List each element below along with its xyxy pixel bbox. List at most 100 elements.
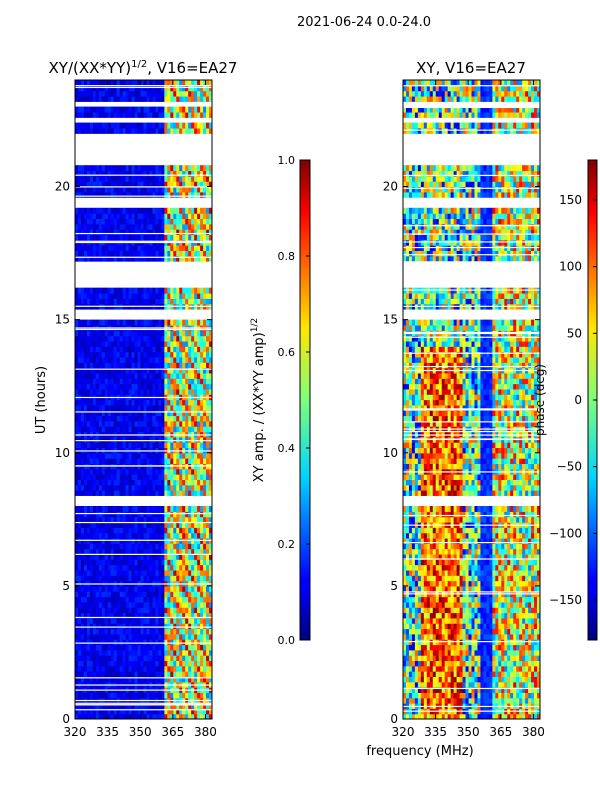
heatmap-cell <box>75 175 79 182</box>
heatmap-cell <box>194 516 198 523</box>
x-tick-label: 365 <box>161 725 184 739</box>
heatmap-cell <box>119 655 124 662</box>
heatmap-cell <box>113 356 118 363</box>
heatmap-cell <box>86 527 91 534</box>
heatmap-cell <box>119 127 124 134</box>
heatmap-cell <box>83 85 88 92</box>
heatmap-cell <box>209 207 212 214</box>
heatmap-cell <box>128 655 133 662</box>
heatmap-cell <box>477 692 482 699</box>
heatmap-cell <box>203 442 207 449</box>
heatmap-cell <box>92 229 97 236</box>
heatmap-cell <box>113 660 118 667</box>
heatmap-cell <box>80 399 85 406</box>
heatmap-cell <box>95 340 100 347</box>
heatmap-cell <box>194 340 198 347</box>
heatmap-cell <box>149 351 154 358</box>
heatmap-cell <box>95 223 100 230</box>
heatmap-cell <box>411 687 416 693</box>
heatmap-cell <box>206 165 210 172</box>
heatmap-cell <box>80 404 85 411</box>
heatmap-cell <box>158 665 162 672</box>
heatmap-cell <box>107 527 112 534</box>
heatmap-cell <box>116 553 121 560</box>
heatmap-cell <box>173 692 177 699</box>
heatmap-cell <box>110 543 115 550</box>
heatmap-cell <box>194 404 198 411</box>
heatmap-cell <box>104 410 109 417</box>
heatmap-cell <box>86 676 91 683</box>
heatmap-cell <box>173 703 177 709</box>
heatmap-cell <box>194 703 198 709</box>
heatmap-cell <box>140 596 145 603</box>
heatmap-cell <box>77 410 82 417</box>
heatmap-cell <box>107 521 112 528</box>
flagged-row-line <box>75 200 212 202</box>
heatmap-cell <box>170 644 174 651</box>
heatmap-cell <box>110 585 115 592</box>
heatmap-cell <box>206 111 210 118</box>
heatmap-cell <box>134 80 139 86</box>
heatmap-cell <box>140 617 145 624</box>
heatmap-cell <box>182 319 186 326</box>
heatmap-cell <box>77 106 82 113</box>
heatmap-cell <box>179 511 183 518</box>
heatmap-cell <box>516 692 520 699</box>
heatmap-cell <box>161 474 165 480</box>
heatmap-cell <box>170 223 174 230</box>
heatmap-cell <box>170 676 174 683</box>
heatmap-cell <box>158 111 162 118</box>
heatmap-cell <box>107 420 112 427</box>
heatmap-cell <box>140 484 145 491</box>
heatmap-cell <box>131 607 136 614</box>
heatmap-cell <box>131 181 136 188</box>
heatmap-cell <box>203 330 207 337</box>
heatmap-cell <box>89 229 94 236</box>
heatmap-cell <box>98 399 103 406</box>
heatmap-cell <box>89 330 94 337</box>
heatmap-cell <box>131 165 136 172</box>
heatmap-cell <box>191 213 195 220</box>
heatmap-cell <box>200 703 204 709</box>
heatmap-cell <box>152 420 157 427</box>
heatmap-cell <box>101 527 106 534</box>
heatmap-cell <box>125 362 130 369</box>
heatmap-cell <box>83 639 88 646</box>
heatmap-cell <box>119 250 124 257</box>
heatmap-cell <box>134 649 139 656</box>
heatmap-cell <box>185 569 189 576</box>
heatmap-cell <box>140 532 145 539</box>
heatmap-cell <box>140 564 145 571</box>
heatmap-cell <box>188 245 192 251</box>
heatmap-cell <box>137 607 142 614</box>
heatmap-cell <box>158 383 162 390</box>
heatmap-cell <box>185 548 189 555</box>
heatmap-cell <box>176 559 180 566</box>
heatmap-cell <box>107 404 112 411</box>
heatmap-cell <box>429 687 434 693</box>
heatmap-cell <box>83 319 88 326</box>
heatmap-cell <box>203 372 207 379</box>
heatmap-cell <box>167 559 171 566</box>
heatmap-cell <box>167 521 171 528</box>
heatmap-cell <box>146 85 151 92</box>
heatmap-cell <box>101 548 106 555</box>
heatmap-cell <box>134 655 139 662</box>
heatmap-cell <box>107 665 112 672</box>
heatmap-cell <box>101 367 106 374</box>
heatmap-cell <box>155 410 159 417</box>
heatmap-cell <box>113 468 118 475</box>
heatmap-cell <box>113 532 118 539</box>
heatmap-cell <box>134 426 139 433</box>
heatmap-cell <box>176 234 180 241</box>
heatmap-cell <box>110 676 115 683</box>
heatmap-cell <box>143 191 148 198</box>
heatmap-cell <box>140 639 145 646</box>
heatmap-cell <box>146 351 151 358</box>
heatmap-cell <box>185 532 189 539</box>
heatmap-cell <box>134 660 139 667</box>
heatmap-cell <box>116 617 121 624</box>
heatmap-cell <box>77 346 82 353</box>
heatmap-cell <box>200 351 204 358</box>
heatmap-cell <box>176 479 180 486</box>
